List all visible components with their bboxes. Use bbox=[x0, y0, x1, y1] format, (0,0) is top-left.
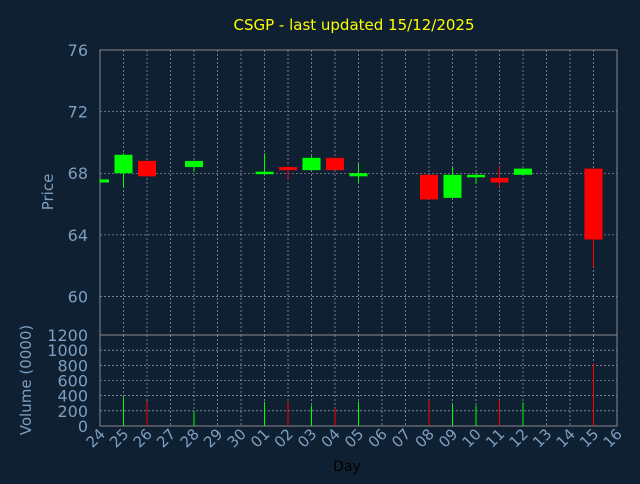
x-tick-label: 27 bbox=[153, 425, 179, 451]
volume-tick-label: 1000 bbox=[47, 341, 88, 360]
x-tick-label: 10 bbox=[459, 425, 485, 451]
price-tick-label: 60 bbox=[68, 287, 88, 306]
price-tick-label: 72 bbox=[68, 103, 88, 122]
candle-body bbox=[514, 168, 532, 175]
candle-body bbox=[138, 160, 156, 177]
candle-body bbox=[279, 167, 297, 171]
volume-tick-label: 800 bbox=[57, 356, 88, 375]
candle-body bbox=[420, 174, 438, 200]
x-tick-label: 12 bbox=[506, 425, 532, 451]
volume-tick-label: 0 bbox=[78, 417, 88, 436]
x-tick-label: 26 bbox=[130, 425, 156, 451]
x-axis-label: Day bbox=[333, 459, 361, 475]
x-tick-label: 01 bbox=[247, 425, 273, 451]
x-tick-label: 16 bbox=[600, 425, 626, 451]
price-axis-label: Price bbox=[39, 174, 57, 211]
x-tick-label: 11 bbox=[482, 425, 508, 451]
volume-tick-label: 1200 bbox=[47, 326, 88, 345]
candle-body bbox=[302, 157, 321, 171]
price-panel-frame bbox=[99, 49, 618, 336]
x-tick-label: 05 bbox=[341, 425, 367, 451]
volume-tick-label: 600 bbox=[57, 372, 88, 391]
volume-axis-label: Volume (0000) bbox=[17, 325, 35, 435]
x-tick-label: 14 bbox=[553, 425, 579, 451]
candle-body bbox=[443, 174, 462, 198]
chart-title: CSGP - last updated 15/12/2025 bbox=[233, 16, 474, 34]
candle-body bbox=[100, 179, 109, 183]
candle-body bbox=[326, 157, 344, 171]
candle-body bbox=[255, 171, 274, 175]
x-tick-label: 04 bbox=[318, 425, 344, 451]
x-tick-label: 28 bbox=[177, 425, 203, 451]
x-tick-label: 07 bbox=[388, 425, 414, 451]
candle-body bbox=[584, 168, 603, 240]
candle-body bbox=[490, 177, 509, 183]
x-tick-label: 08 bbox=[412, 425, 438, 451]
x-tick-label: 13 bbox=[529, 425, 555, 451]
x-tick-label: 09 bbox=[435, 425, 461, 451]
x-tick-label: 06 bbox=[365, 425, 391, 451]
x-tick-label: 02 bbox=[271, 425, 297, 451]
x-tick-label: 30 bbox=[224, 425, 250, 451]
volume-tick-label: 400 bbox=[57, 387, 88, 406]
candle-body bbox=[185, 160, 203, 168]
x-tick-label: 29 bbox=[200, 425, 226, 451]
volume-tick-label: 200 bbox=[57, 402, 88, 421]
x-tick-label: 03 bbox=[294, 425, 320, 451]
price-tick-label: 76 bbox=[68, 41, 88, 60]
x-tick-label: 15 bbox=[576, 425, 602, 451]
candle-body bbox=[114, 154, 133, 174]
price-tick-label: 68 bbox=[68, 164, 88, 183]
x-tick-label: 25 bbox=[106, 425, 132, 451]
candle-body bbox=[349, 173, 368, 177]
price-tick-label: 64 bbox=[68, 226, 88, 245]
candle-body bbox=[467, 174, 485, 178]
